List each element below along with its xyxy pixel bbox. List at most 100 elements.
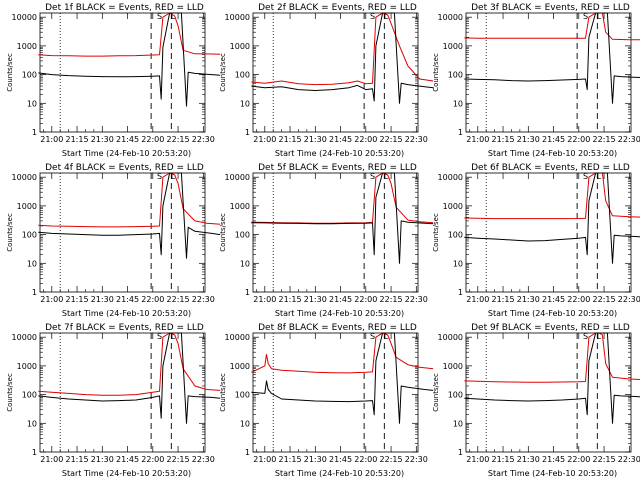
x-axis-label: Start Time (24-Feb-10 20:53:20): [488, 149, 617, 158]
y-tick-label: 10000: [12, 13, 37, 22]
lld-series-line: [38, 172, 221, 228]
x-tick-label: 21:00: [253, 295, 276, 304]
marker-L: L: [597, 12, 602, 21]
plot-frame: [465, 12, 632, 133]
chart-panel-3: Det 3f BLACK = Events, RED = LLD 1 10 100 10…: [432, 3, 640, 158]
y-tick-label: 100: [22, 71, 37, 80]
chart-title: Det 7f BLACK = Events, RED = LLD: [45, 323, 204, 333]
x-axis-label: Start Time (24-Feb-10 20:53:20): [488, 309, 617, 318]
y-tick-label: 100: [448, 231, 463, 240]
y-axis-label: Counts/sec: [6, 213, 14, 252]
y-axis-label: Counts/sec: [6, 53, 14, 92]
y-tick-label: 1: [458, 288, 463, 297]
x-tick-label: 22:00: [354, 455, 377, 464]
marker-S: S: [157, 332, 162, 341]
marker-L: L: [384, 172, 389, 181]
events-series-line: [38, 12, 221, 107]
lld-series-line: [464, 12, 640, 41]
plot-frame: [465, 332, 632, 453]
y-tick-label: 10000: [12, 173, 37, 182]
x-tick-label: 22:00: [567, 135, 590, 144]
y-tick-label: 10000: [225, 13, 250, 22]
y-tick-label: 10000: [225, 173, 250, 182]
y-tick-label: 10: [453, 99, 463, 108]
marker-L: L: [597, 172, 602, 181]
x-tick-label: 22:15: [380, 295, 403, 304]
y-axis-label: Counts/sec: [432, 213, 440, 252]
y-tick-label: 1: [32, 288, 37, 297]
chart-title: Det 1f BLACK = Events, RED = LLD: [45, 3, 204, 13]
marker-S: S: [370, 332, 375, 341]
y-tick-label: 100: [448, 71, 463, 80]
plot-frame: [465, 172, 632, 293]
x-tick-label: 21:45: [116, 295, 139, 304]
x-tick-label: 21:30: [304, 135, 327, 144]
lld-series-line: [251, 12, 434, 86]
x-tick-label: 21:45: [329, 295, 352, 304]
x-tick-label: 22:00: [141, 135, 164, 144]
y-tick-label: 1: [245, 288, 250, 297]
x-tick-label: 22:15: [380, 135, 403, 144]
marker-L: L: [171, 12, 176, 21]
chart-panel-2: Det 2f BLACK = Events, RED = LLD 1 10 100 10…: [219, 3, 434, 158]
chart-title: Det 6f BLACK = Events, RED = LLD: [471, 163, 630, 173]
y-tick-label: 1000: [17, 42, 37, 51]
x-tick-label: 21:15: [66, 455, 89, 464]
x-tick-label: 21:45: [116, 455, 139, 464]
x-tick-label: 21:30: [304, 295, 327, 304]
marker-L: L: [384, 332, 389, 341]
y-tick-label: 1000: [230, 202, 250, 211]
x-tick-label: 22:15: [167, 455, 190, 464]
y-tick-label: 10000: [225, 333, 250, 342]
y-tick-label: 10000: [438, 333, 463, 342]
x-tick-label: 22:30: [405, 135, 428, 144]
y-axis-label: Counts/sec: [219, 373, 227, 412]
lld-series-line: [464, 332, 640, 383]
y-tick-label: 10: [453, 259, 463, 268]
x-tick-label: 22:15: [593, 135, 616, 144]
y-axis-label: Counts/sec: [219, 53, 227, 92]
x-tick-label: 22:30: [192, 135, 215, 144]
y-tick-label: 100: [22, 391, 37, 400]
marker-L: L: [171, 332, 176, 341]
y-tick-label: 10: [240, 419, 250, 428]
y-axis-label: Counts/sec: [432, 53, 440, 92]
marker-S: S: [583, 12, 588, 21]
x-tick-label: 21:00: [40, 455, 63, 464]
y-tick-label: 10: [27, 99, 37, 108]
plot-frame: [252, 172, 419, 293]
y-tick-label: 10000: [438, 173, 463, 182]
x-tick-label: 21:15: [492, 455, 515, 464]
y-tick-label: 10: [453, 419, 463, 428]
chart-panel-5: Det 5f BLACK = Events, RED = LLD 1 10 100 10…: [219, 163, 434, 318]
lld-series-line: [38, 12, 221, 57]
x-tick-label: 21:00: [253, 135, 276, 144]
plot-frame: [252, 12, 419, 133]
y-tick-label: 10: [27, 259, 37, 268]
lld-series-line: [251, 172, 434, 224]
x-axis-label: Start Time (24-Feb-10 20:53:20): [275, 149, 404, 158]
x-tick-label: 22:30: [405, 455, 428, 464]
marker-L: L: [384, 12, 389, 21]
x-tick-label: 22:30: [192, 455, 215, 464]
x-tick-label: 21:30: [91, 295, 114, 304]
x-tick-label: 21:30: [517, 455, 540, 464]
x-tick-label: 21:30: [91, 455, 114, 464]
x-tick-label: 21:45: [542, 295, 565, 304]
x-tick-label: 21:15: [279, 135, 302, 144]
x-tick-label: 22:30: [618, 135, 640, 144]
chart-title: Det 4f BLACK = Events, RED = LLD: [45, 163, 204, 173]
y-tick-label: 1000: [230, 42, 250, 51]
chart-title: Det 2f BLACK = Events, RED = LLD: [258, 3, 417, 13]
chart-panel-6: Det 6f BLACK = Events, RED = LLD 1 10 100 10…: [432, 163, 640, 318]
events-series-line: [38, 172, 221, 259]
x-axis-label: Start Time (24-Feb-10 20:53:20): [62, 469, 191, 478]
plot-frame: [39, 12, 206, 133]
x-tick-label: 21:30: [517, 295, 540, 304]
x-axis-label: Start Time (24-Feb-10 20:53:20): [488, 469, 617, 478]
events-series-line: [251, 332, 434, 424]
x-tick-label: 21:15: [66, 135, 89, 144]
plot-frame: [39, 172, 206, 293]
x-tick-label: 22:15: [593, 295, 616, 304]
